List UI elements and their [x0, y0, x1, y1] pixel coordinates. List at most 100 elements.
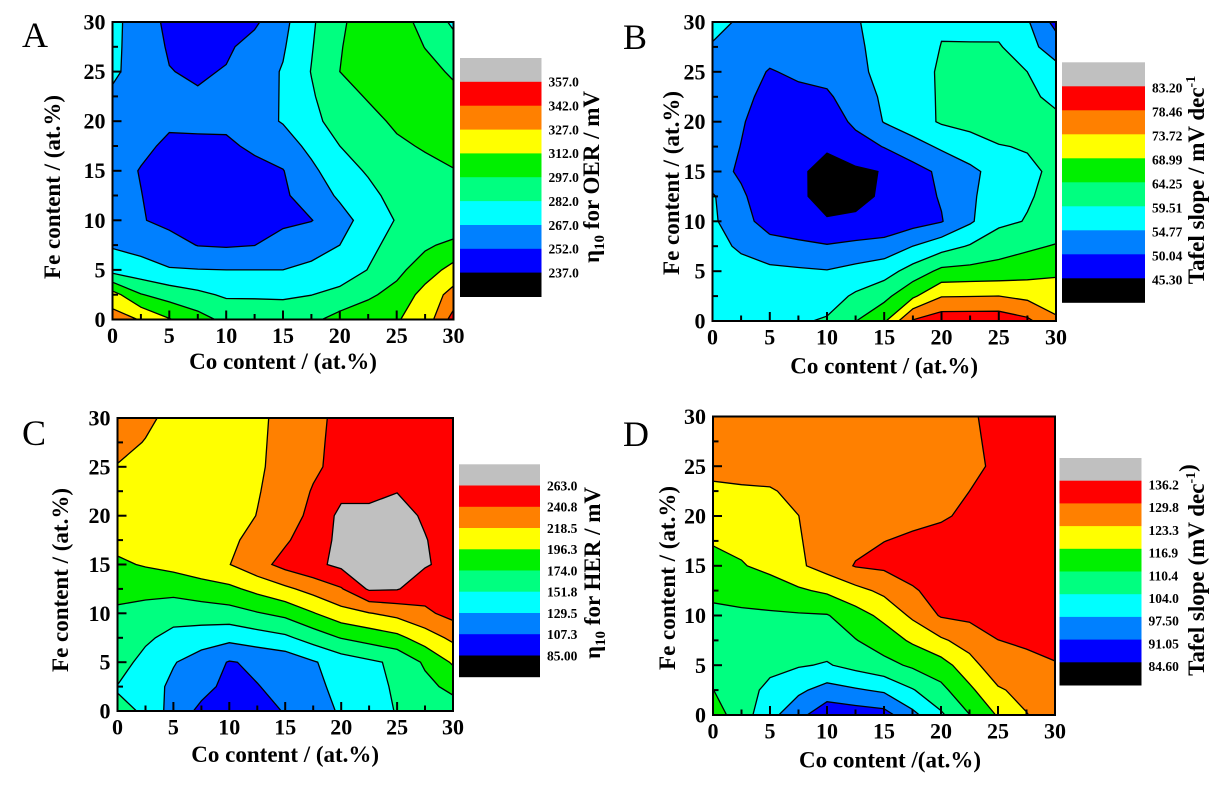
- svg-text:267.0: 267.0: [549, 218, 580, 233]
- svg-text:129.8: 129.8: [1149, 500, 1180, 515]
- svg-text:20: 20: [329, 323, 351, 348]
- svg-text:Co content /(at.%): Co content /(at.%): [799, 748, 981, 773]
- svg-text:Co content / (at.%): Co content / (at.%): [189, 349, 377, 374]
- svg-text:Tafel slope (mV dec-1): Tafel slope (mV dec-1): [1175, 464, 1209, 676]
- svg-text:10: 10: [816, 719, 838, 744]
- svg-text:30: 30: [443, 323, 465, 348]
- svg-text:Co content / (at.%): Co content / (at.%): [790, 354, 978, 379]
- svg-text:0: 0: [107, 323, 118, 348]
- svg-text:110.4: 110.4: [1149, 568, 1179, 583]
- svg-text:10: 10: [89, 601, 111, 626]
- svg-text:0: 0: [100, 699, 111, 724]
- svg-text:0: 0: [707, 325, 718, 350]
- svg-text:0: 0: [95, 307, 106, 332]
- svg-text:25: 25: [987, 719, 1009, 744]
- svg-text:0: 0: [695, 309, 706, 334]
- svg-text:30: 30: [84, 10, 106, 35]
- svg-text:30: 30: [1044, 719, 1066, 744]
- svg-text:50.04: 50.04: [1152, 248, 1183, 263]
- svg-text:282.0: 282.0: [549, 194, 580, 209]
- svg-text:20: 20: [84, 109, 106, 134]
- svg-text:20: 20: [931, 325, 953, 350]
- svg-text:Fe content / (at.%): Fe content / (at.%): [48, 488, 73, 672]
- svg-text:312.0: 312.0: [549, 146, 580, 161]
- svg-text:25: 25: [84, 59, 106, 84]
- svg-text:30: 30: [684, 10, 706, 35]
- svg-text:240.8: 240.8: [547, 500, 578, 515]
- svg-text:25: 25: [89, 454, 111, 479]
- svg-text:D: D: [623, 414, 649, 454]
- svg-text:218.5: 218.5: [547, 521, 578, 536]
- svg-text:84.60: 84.60: [1149, 659, 1180, 674]
- svg-text:Fe content / (at.%): Fe content / (at.%): [655, 486, 680, 670]
- svg-text:15: 15: [684, 159, 706, 184]
- svg-text:196.3: 196.3: [547, 542, 578, 557]
- svg-text:97.50: 97.50: [1149, 614, 1180, 629]
- svg-text:15: 15: [274, 715, 296, 740]
- svg-text:136.2: 136.2: [1149, 478, 1180, 493]
- svg-text:10: 10: [684, 603, 706, 628]
- svg-text:59.51: 59.51: [1152, 200, 1183, 215]
- svg-text:20: 20: [89, 503, 111, 528]
- svg-text:5: 5: [765, 719, 776, 744]
- svg-text:15: 15: [272, 323, 294, 348]
- svg-text:0: 0: [708, 719, 719, 744]
- svg-text:104.0: 104.0: [1149, 591, 1180, 606]
- svg-text:10: 10: [215, 323, 237, 348]
- svg-text:263.0: 263.0: [547, 478, 578, 493]
- svg-text:30: 30: [1045, 325, 1067, 350]
- svg-text:5: 5: [695, 259, 706, 284]
- svg-text:A: A: [22, 15, 48, 55]
- svg-text:237.0: 237.0: [549, 265, 580, 280]
- svg-text:10: 10: [684, 209, 706, 234]
- svg-text:342.0: 342.0: [549, 99, 580, 114]
- svg-text:10: 10: [84, 208, 106, 233]
- svg-text:25: 25: [386, 323, 408, 348]
- svg-text:5: 5: [100, 650, 111, 675]
- svg-text:0: 0: [695, 703, 706, 728]
- svg-text:Fe content / (at.%): Fe content / (at.%): [659, 91, 684, 275]
- svg-text:54.77: 54.77: [1152, 224, 1183, 239]
- svg-text:10: 10: [218, 715, 240, 740]
- svg-text:78.46: 78.46: [1152, 104, 1183, 119]
- svg-text:Co content / (at.%): Co content / (at.%): [191, 742, 379, 767]
- svg-text:123.3: 123.3: [1149, 523, 1180, 538]
- svg-text:45.30: 45.30: [1152, 272, 1183, 287]
- svg-text:5: 5: [764, 325, 775, 350]
- svg-text:5: 5: [95, 257, 106, 282]
- svg-text:20: 20: [684, 504, 706, 529]
- svg-text:5: 5: [695, 653, 706, 678]
- svg-text:83.20: 83.20: [1152, 80, 1183, 95]
- svg-text:C: C: [22, 413, 46, 453]
- svg-text:15: 15: [684, 553, 706, 578]
- svg-text:5: 5: [164, 323, 175, 348]
- svg-text:174.0: 174.0: [547, 563, 578, 578]
- svg-text:129.5: 129.5: [547, 606, 578, 621]
- svg-text:η10 for OER / mV: η10 for OER / mV: [579, 91, 608, 263]
- svg-text:73.72: 73.72: [1152, 128, 1183, 143]
- svg-text:30: 30: [89, 406, 111, 431]
- svg-text:0: 0: [112, 715, 123, 740]
- svg-text:85.00: 85.00: [547, 648, 578, 663]
- svg-text:15: 15: [89, 552, 111, 577]
- svg-text:5: 5: [168, 715, 179, 740]
- svg-text:15: 15: [84, 158, 106, 183]
- svg-text:η10 for HER / mV: η10 for HER / mV: [580, 487, 609, 659]
- svg-text:116.9: 116.9: [1149, 546, 1179, 561]
- svg-text:91.05: 91.05: [1149, 636, 1180, 651]
- svg-text:20: 20: [684, 109, 706, 134]
- svg-text:297.0: 297.0: [549, 170, 580, 185]
- svg-text:30: 30: [442, 715, 464, 740]
- svg-text:10: 10: [816, 325, 838, 350]
- svg-text:20: 20: [930, 719, 952, 744]
- svg-text:252.0: 252.0: [549, 242, 580, 257]
- svg-text:107.3: 107.3: [547, 627, 578, 642]
- svg-text:357.0: 357.0: [549, 75, 580, 90]
- svg-text:327.0: 327.0: [549, 122, 580, 137]
- svg-text:15: 15: [873, 719, 895, 744]
- svg-text:B: B: [623, 17, 647, 57]
- svg-text:Fe content / (at.%): Fe content / (at.%): [40, 95, 65, 279]
- svg-text:Tafel slope / mV dec-1: Tafel slope / mV dec-1: [1184, 76, 1209, 284]
- svg-text:25: 25: [386, 715, 408, 740]
- svg-text:30: 30: [684, 404, 706, 429]
